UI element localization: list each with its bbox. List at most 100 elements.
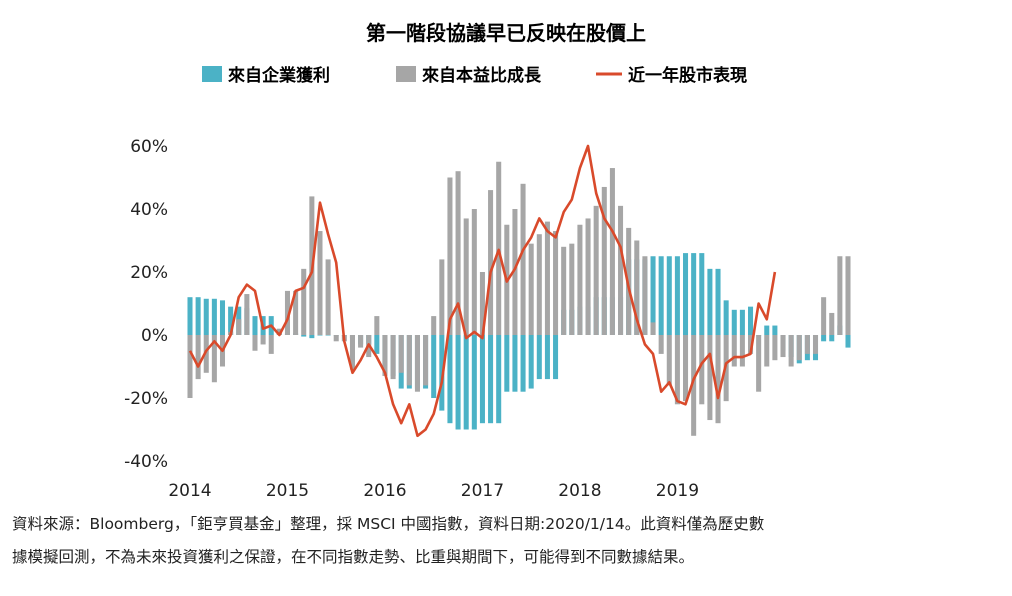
pe-growth-bar (431, 316, 437, 335)
earnings-bar (496, 335, 502, 424)
pe-growth-bar (447, 177, 453, 335)
earnings-bar (699, 253, 705, 335)
earnings-bar (447, 335, 453, 424)
y-tick-label: -20% (124, 389, 168, 409)
pe-growth-bar (715, 335, 721, 424)
pe-growth-bar (609, 168, 615, 335)
earnings-bar (845, 335, 851, 348)
pe-growth-bar (374, 316, 380, 335)
pe-growth-bar (423, 335, 429, 386)
earnings-bar (748, 306, 754, 335)
earnings-bar (309, 335, 315, 339)
pe-growth-bar (577, 224, 583, 335)
pe-growth-bar (674, 335, 680, 405)
pe-growth-bar (812, 335, 819, 354)
y-axis-ticks: 60% 40% 20% 0% -20% -40% (124, 137, 168, 472)
y-tick-label: -40% (124, 452, 168, 472)
pe-growth-bar (780, 335, 786, 358)
earnings-bar (528, 335, 534, 389)
pe-growth-bar (512, 209, 518, 335)
pe-growth-bar (390, 335, 396, 380)
market-return-line-group (188, 144, 777, 438)
pe-growth-bar (455, 171, 461, 335)
pe-growth-bar (479, 272, 485, 335)
y-tick-label: 40% (130, 200, 168, 220)
earnings-bar (431, 335, 437, 398)
pe-growth-bar (618, 205, 624, 335)
pe-growth-bar (439, 259, 445, 335)
pe-growth-bar (821, 297, 827, 335)
pe-growth-bar (666, 335, 672, 386)
earnings-bar (764, 325, 770, 335)
earnings-bar (325, 335, 331, 336)
earnings-bar (707, 268, 713, 335)
pe-growth-bar (203, 335, 209, 373)
pe-growth-bar (528, 243, 534, 335)
x-tick-label: 2016 (363, 481, 406, 501)
pe-growth-bar (268, 335, 274, 354)
earnings-bar (829, 335, 835, 342)
pe-growth-bar (829, 312, 835, 335)
earnings-bar (488, 335, 494, 424)
earnings-bar (715, 268, 721, 335)
pe-growth-bar (683, 335, 689, 402)
market-return-line (188, 144, 777, 438)
earnings-bar (731, 309, 737, 335)
earnings-bar (504, 335, 510, 392)
x-tick-label: 2014 (168, 481, 211, 501)
pe-growth-bar (585, 218, 591, 335)
pe-growth-bar (593, 205, 599, 335)
pe-growth-bar (496, 161, 502, 335)
pe-growth-bar (244, 294, 250, 335)
pe-growth-bar (764, 335, 770, 367)
pe-growth-bar (301, 268, 307, 335)
earnings-bar (203, 298, 209, 335)
pe-growth-bar (699, 335, 705, 405)
earnings-bar (195, 297, 201, 335)
x-tick-label: 2015 (266, 481, 309, 501)
pe-growth-bar (488, 190, 494, 335)
earnings-bar (252, 316, 258, 335)
pe-growth-bar (325, 259, 331, 335)
earnings-bar (723, 300, 729, 335)
earnings-bar (463, 335, 469, 430)
pe-growth-bar (691, 335, 697, 436)
pe-growth-bar (382, 335, 388, 376)
earnings-bar (317, 335, 323, 336)
earnings-bar (821, 335, 827, 342)
pe-growth-bar (796, 335, 802, 361)
pe-growth-bar (211, 335, 217, 383)
x-tick-label: 2018 (558, 481, 601, 501)
pe-growth-bar (772, 335, 778, 361)
earnings-bar (374, 335, 380, 354)
earnings-bar (512, 335, 518, 392)
pe-growth-bar (536, 234, 542, 335)
pe-growth-bar (601, 186, 607, 335)
legend-swatch-pe-growth (396, 66, 416, 82)
earnings-bar (471, 335, 477, 430)
earnings-bar (219, 300, 226, 335)
legend-label-earnings: 來自企業獲利 (228, 65, 330, 86)
earnings-bar (228, 306, 234, 335)
pe-growth-bar (520, 183, 526, 335)
pe-growth-bar (731, 335, 737, 367)
pe-growth-bar (358, 335, 364, 348)
pe-growth-bar (756, 335, 762, 392)
pe-growth-bar (804, 335, 810, 354)
pe-growth-bar (333, 335, 339, 342)
chart: 第一階段協議早已反映在股價上 來自企業獲利 來自本益比成長 近一年股市表現 60… (124, 21, 851, 501)
earnings-bar (658, 256, 664, 335)
pe-growth-bar (553, 231, 559, 335)
pe-growth-bar (317, 231, 323, 335)
earnings-bar (187, 297, 193, 335)
pe-growth-bar (276, 328, 282, 335)
pe-growth-bar (236, 319, 242, 335)
earnings-bar (479, 335, 485, 424)
earnings-bar (691, 253, 697, 335)
pe-growth-bar (561, 246, 567, 335)
earnings-bar (544, 335, 550, 380)
y-tick-label: 60% (130, 137, 168, 157)
pe-growth-bar (642, 256, 648, 335)
earnings-bar (772, 325, 778, 335)
pe-growth-bar (293, 290, 299, 335)
